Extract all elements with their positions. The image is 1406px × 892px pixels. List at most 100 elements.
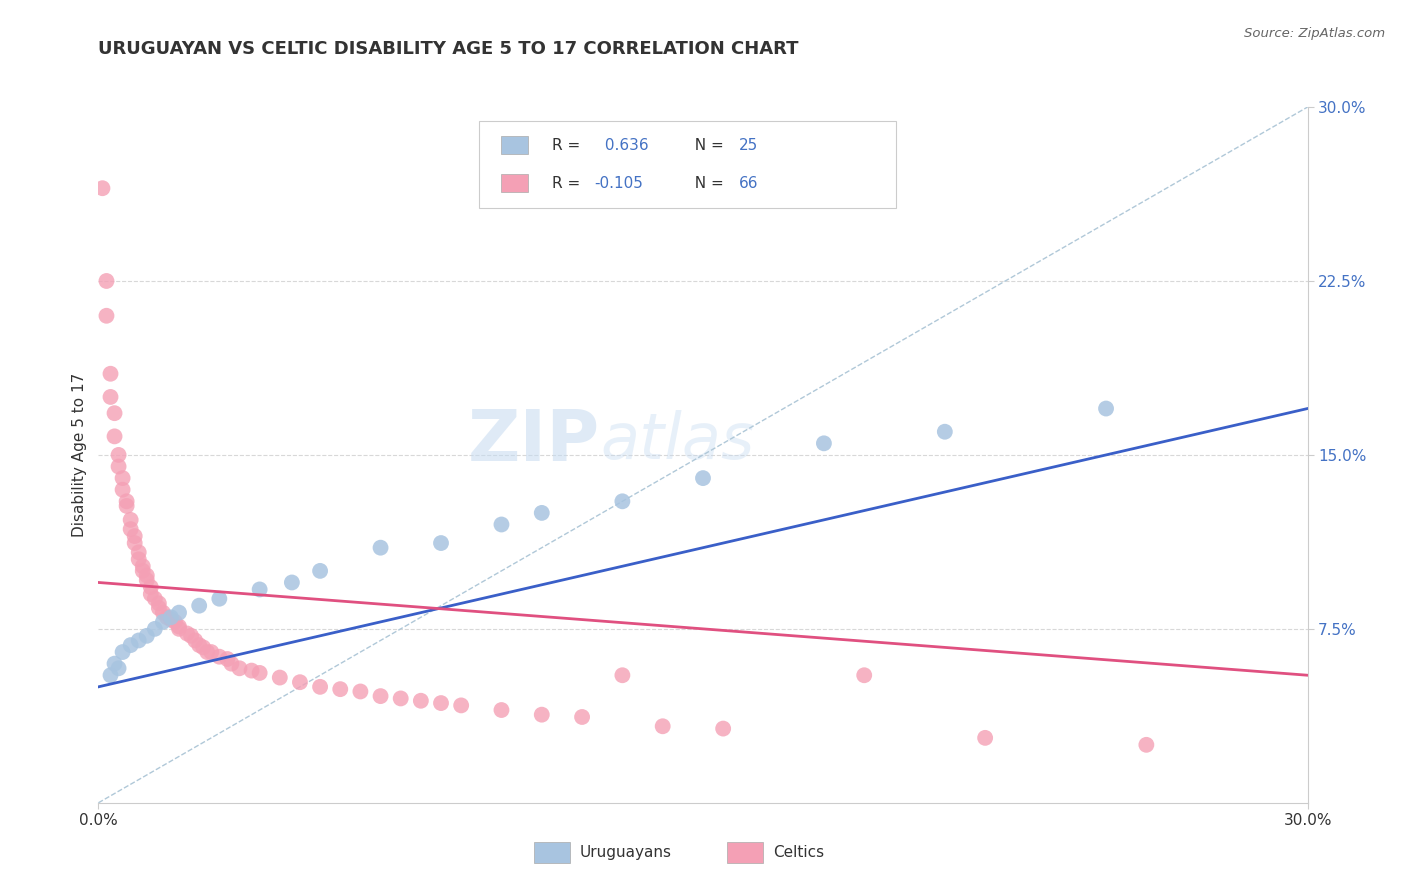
Point	[571, 710, 593, 724]
Point	[115, 499, 138, 513]
Point	[188, 638, 211, 652]
Point	[188, 599, 211, 613]
Point	[124, 529, 146, 543]
Text: Uruguayans: Uruguayans	[579, 846, 672, 861]
Point	[100, 390, 122, 404]
Point	[100, 367, 122, 381]
Point	[167, 619, 190, 633]
Point	[91, 181, 114, 195]
Point	[128, 552, 150, 566]
Point	[120, 638, 142, 652]
Point	[167, 622, 190, 636]
Point	[651, 719, 673, 733]
Point	[193, 640, 215, 655]
Point	[349, 684, 371, 698]
Point	[115, 494, 138, 508]
Point	[152, 606, 174, 620]
Point	[530, 506, 553, 520]
FancyBboxPatch shape	[479, 121, 897, 208]
Text: 66: 66	[740, 176, 759, 191]
Point	[934, 425, 956, 439]
Point	[135, 573, 157, 587]
Point	[120, 522, 142, 536]
Point	[974, 731, 997, 745]
Bar	[501, 174, 527, 193]
Point	[269, 671, 291, 685]
Text: Source: ZipAtlas.com: Source: ZipAtlas.com	[1244, 27, 1385, 40]
Point	[163, 615, 186, 629]
Point	[124, 536, 146, 550]
Point	[135, 629, 157, 643]
Text: N =: N =	[685, 137, 728, 153]
Point	[195, 645, 218, 659]
Bar	[534, 842, 569, 863]
Point	[1135, 738, 1157, 752]
Point	[111, 483, 134, 497]
Point	[208, 591, 231, 606]
Point	[430, 536, 453, 550]
Point	[176, 626, 198, 640]
Point	[100, 668, 122, 682]
Point	[249, 665, 271, 680]
Point	[249, 582, 271, 597]
Point	[143, 591, 166, 606]
Point	[139, 580, 162, 594]
Point	[309, 564, 332, 578]
Point	[281, 575, 304, 590]
Point	[370, 689, 392, 703]
Point	[96, 309, 118, 323]
Text: URUGUAYAN VS CELTIC DISABILITY AGE 5 TO 17 CORRELATION CHART: URUGUAYAN VS CELTIC DISABILITY AGE 5 TO …	[98, 40, 799, 58]
Text: ZIP: ZIP	[468, 407, 600, 475]
Text: Celtics: Celtics	[773, 846, 824, 861]
Point	[139, 587, 162, 601]
Point	[491, 517, 513, 532]
Point	[160, 613, 183, 627]
Point	[132, 559, 155, 574]
Point	[152, 615, 174, 629]
Point	[612, 494, 634, 508]
Point	[1095, 401, 1118, 416]
Point	[692, 471, 714, 485]
Point	[217, 652, 239, 666]
Point	[208, 649, 231, 664]
Point	[148, 596, 170, 610]
Text: R =: R =	[553, 176, 585, 191]
Point	[143, 622, 166, 636]
Point	[612, 668, 634, 682]
Point	[240, 664, 263, 678]
Point	[530, 707, 553, 722]
Y-axis label: Disability Age 5 to 17: Disability Age 5 to 17	[72, 373, 87, 537]
Point	[128, 633, 150, 648]
Text: -0.105: -0.105	[595, 176, 643, 191]
Point	[430, 696, 453, 710]
Point	[370, 541, 392, 555]
Point	[160, 610, 183, 624]
Text: atlas: atlas	[600, 410, 755, 472]
Point	[853, 668, 876, 682]
Point	[309, 680, 332, 694]
Bar	[501, 136, 527, 154]
Point	[711, 722, 734, 736]
Point	[148, 601, 170, 615]
Point	[103, 406, 125, 420]
Point	[103, 657, 125, 671]
Point	[389, 691, 412, 706]
Point	[132, 564, 155, 578]
Text: 0.636: 0.636	[600, 137, 648, 153]
Text: N =: N =	[685, 176, 728, 191]
Point	[167, 606, 190, 620]
Text: R =: R =	[553, 137, 585, 153]
Bar	[727, 842, 763, 863]
Point	[107, 459, 129, 474]
Point	[450, 698, 472, 713]
Point	[111, 471, 134, 485]
Point	[156, 610, 179, 624]
Point	[103, 429, 125, 443]
Text: 25: 25	[740, 137, 758, 153]
Point	[120, 513, 142, 527]
Point	[107, 661, 129, 675]
Point	[228, 661, 250, 675]
Point	[491, 703, 513, 717]
Point	[409, 694, 432, 708]
Point	[329, 682, 352, 697]
